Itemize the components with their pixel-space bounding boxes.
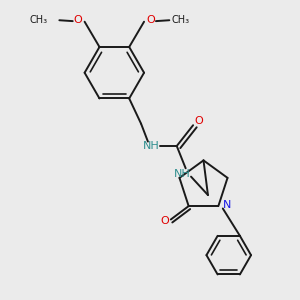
- Text: CH₃: CH₃: [30, 15, 48, 25]
- Text: O: O: [160, 216, 169, 226]
- Text: NH: NH: [174, 169, 191, 179]
- Text: N: N: [223, 200, 231, 210]
- Text: O: O: [146, 15, 155, 25]
- Text: O: O: [194, 116, 203, 126]
- Text: CH₃: CH₃: [172, 15, 190, 25]
- Text: NH: NH: [143, 141, 160, 151]
- Text: O: O: [74, 15, 82, 25]
